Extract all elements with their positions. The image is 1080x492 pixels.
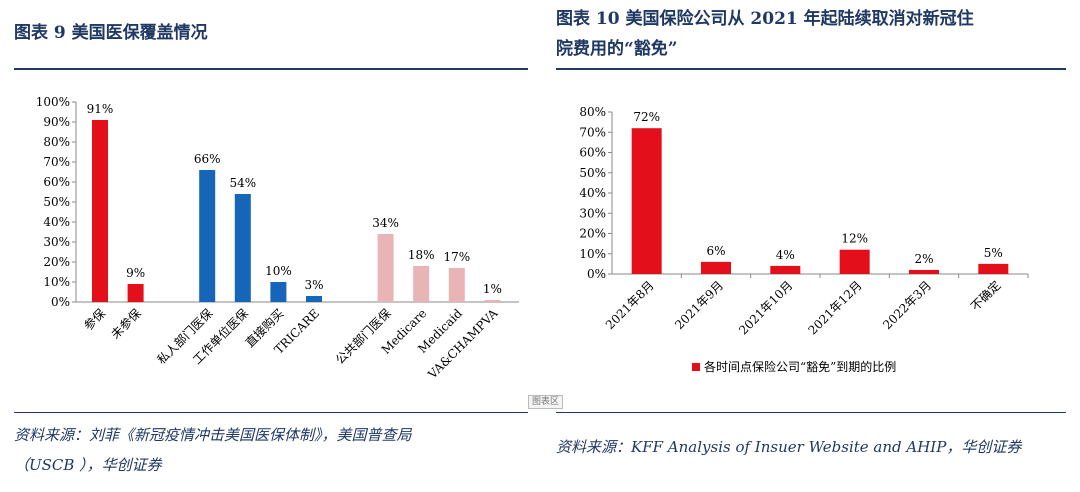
y-tick-label-left: 40%: [43, 215, 70, 229]
legend-swatch-right: [692, 363, 700, 371]
y-tick-label-left: 80%: [43, 135, 70, 149]
bar-right: [770, 265, 801, 274]
data-label-right: 4%: [776, 248, 795, 262]
y-tick-label-right: 40%: [579, 186, 606, 200]
left-source-rule: [14, 412, 528, 413]
bar-left: [127, 284, 144, 302]
y-tick-label-left: 20%: [43, 255, 70, 269]
bar-left: [199, 170, 216, 302]
category-label-right: 不确定: [967, 278, 1003, 314]
category-label-right: 2021年12月: [806, 278, 865, 337]
data-label-right: 6%: [706, 244, 725, 258]
data-label-left: 18%: [408, 248, 435, 262]
bar-right: [978, 263, 1009, 274]
left-chart-title: 图表 9 美国医保覆盖情况: [14, 23, 208, 43]
data-label-right: 12%: [841, 232, 868, 246]
data-label-right: 5%: [984, 246, 1003, 260]
bar-left: [306, 296, 322, 302]
bar-left: [413, 266, 430, 302]
left-source-line-1: 资料来源：刘菲《新冠疫情冲击美国医保体制》，美国普查局: [14, 426, 412, 444]
data-label-left: 54%: [229, 176, 256, 190]
bar-left: [92, 120, 108, 302]
left-title-rule: [14, 68, 528, 70]
y-tick-label-right: 50%: [579, 166, 606, 180]
right-chart-title-line-1: 图表 10 美国保险公司从 2021 年起陆续取消对新冠住: [556, 9, 974, 29]
y-tick-label-right: 60%: [579, 146, 606, 160]
bar-left: [484, 300, 501, 302]
category-label-left: 公共部门医保: [332, 306, 394, 368]
category-label-left: 参保: [81, 306, 109, 334]
bar-left: [234, 194, 251, 302]
data-label-right: 72%: [633, 110, 660, 124]
category-label-right: 2022年3月: [880, 278, 934, 332]
bar-right: [839, 249, 870, 274]
left-source-line-2: （USCB ），华创证券: [14, 456, 162, 474]
bar-left: [270, 282, 287, 302]
data-label-left: 34%: [372, 216, 399, 230]
right-source-rule: [556, 412, 1066, 413]
right-chart-title-line-2: 院费用的“豁免”: [556, 39, 678, 59]
y-tick-label-right: 10%: [579, 247, 606, 261]
category-label-right: 2021年8月: [603, 278, 657, 332]
data-label-left: 3%: [304, 278, 323, 292]
bar-left: [448, 268, 465, 302]
data-label-left: 91%: [87, 102, 114, 116]
y-tick-label-left: 90%: [43, 115, 70, 129]
bar-right: [701, 261, 731, 274]
data-label-left: 10%: [265, 264, 292, 278]
y-tick-label-left: 50%: [43, 195, 70, 209]
data-label-left: 9%: [126, 266, 145, 280]
y-tick-label-right: 0%: [587, 267, 606, 281]
data-label-left: 1%: [483, 282, 502, 296]
y-tick-label-right: 70%: [579, 125, 606, 139]
bar-right: [909, 269, 939, 274]
y-tick-label-left: 60%: [43, 175, 70, 189]
y-tick-label-left: 70%: [43, 155, 70, 169]
data-label-right: 2%: [914, 252, 933, 266]
y-tick-label-right: 80%: [579, 105, 606, 119]
right-chart: 0% 10% 20% 30% 40% 50% 60% 70% 80% 72% 2021年8月 6% 20…: [579, 105, 1029, 374]
left-chart: 0% 10% 20% 30% 40% 50% 60% 70% 80% 90% 100% 91% 参保 9%…: [36, 95, 519, 382]
bar-left: [377, 234, 394, 302]
y-tick-label-left: 30%: [43, 235, 70, 249]
right-title-rule: [556, 68, 1066, 70]
data-label-left: 17%: [443, 250, 470, 264]
category-label-left: 未参保: [108, 306, 144, 342]
right-source: 资料来源：KFF Analysis of Insuer Website and …: [556, 438, 1022, 456]
bar-right: [631, 128, 662, 274]
category-label-right: 2021年9月: [672, 278, 726, 332]
category-label-right: 2021年10月: [736, 278, 795, 337]
y-tick-label-left: 10%: [43, 275, 70, 289]
legend-label-right: 各时间点保险公司“豁免”到期的比例: [704, 359, 896, 374]
y-tick-label-left: 100%: [36, 95, 70, 109]
y-tick-label-right: 20%: [579, 227, 606, 241]
y-tick-label-left: 0%: [51, 295, 70, 309]
chart-area-watermark: 图表区: [528, 395, 564, 409]
y-tick-label-right: 30%: [579, 206, 606, 220]
data-label-left: 66%: [194, 152, 221, 166]
